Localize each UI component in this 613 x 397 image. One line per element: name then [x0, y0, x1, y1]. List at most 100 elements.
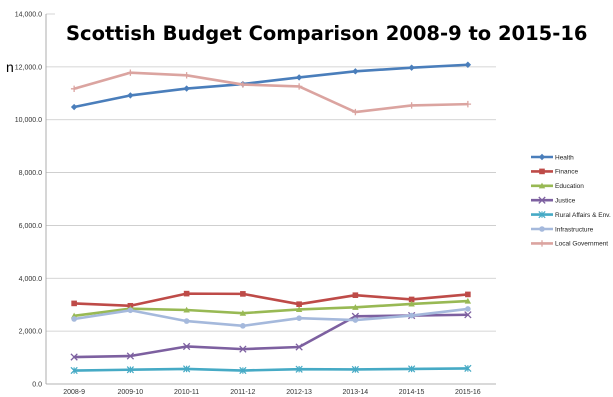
data-point	[183, 72, 190, 79]
data-point	[126, 352, 135, 360]
y-tick-label: 0.0	[32, 382, 42, 389]
legend-marker	[538, 182, 546, 189]
x-tick-label: 2009-10	[118, 389, 144, 396]
data-point	[408, 300, 415, 307]
legend-item-local-government: Local Government	[531, 240, 608, 248]
data-point	[351, 365, 359, 374]
edge-text: n	[6, 59, 14, 75]
legend-label: Education	[555, 183, 584, 190]
chart-title: Scottish Budget Comparison 2008-9 to 201…	[66, 22, 587, 45]
data-point	[464, 297, 472, 304]
data-point	[295, 83, 303, 90]
data-point	[70, 353, 78, 361]
legend-label: Local Government	[555, 241, 608, 248]
x-tick-label: 2014-15	[399, 389, 425, 396]
legend-item-health: Health	[531, 153, 574, 161]
data-point	[408, 64, 415, 71]
x-tick-label: 2008-9	[63, 389, 85, 396]
legend-item-justice: Justice	[531, 196, 576, 205]
legend-label: Infrastructure	[555, 226, 594, 233]
series-line-infrastructure	[73, 307, 469, 328]
series-line-finance	[74, 292, 468, 308]
data-point	[70, 103, 78, 111]
data-point	[183, 306, 190, 313]
series-infrastructure	[71, 306, 471, 329]
data-point	[408, 312, 415, 319]
series-line-local-government	[73, 71, 468, 114]
data-point	[239, 81, 247, 88]
x-tick-label: 2011-12	[230, 389, 255, 396]
data-point	[296, 301, 302, 307]
legend-item-infrastructure: Infrastructure	[531, 226, 594, 233]
series-local-government	[70, 69, 472, 116]
y-tick-label: 6,000.0	[19, 223, 42, 230]
legend-item-rural-affairs-env: Rural Affairs & Env.	[531, 210, 611, 219]
y-tick-label: 2,000.0	[19, 329, 42, 336]
series-justice	[70, 311, 472, 361]
data-point	[408, 296, 415, 303]
data-point	[464, 311, 472, 319]
x-tick-label: 2010-11	[174, 389, 199, 396]
data-point	[183, 290, 190, 297]
data-point	[71, 300, 77, 307]
legend-marker	[538, 196, 546, 204]
data-point	[296, 315, 302, 321]
data-point	[295, 74, 303, 81]
data-point	[126, 366, 134, 374]
y-tick-label: 10,000.0	[15, 117, 42, 124]
legend-marker	[538, 153, 546, 161]
data-point	[465, 306, 471, 312]
legend-label: Justice	[555, 198, 576, 205]
gridlines	[46, 13, 496, 385]
legend-item-finance: Finance	[531, 168, 579, 176]
legend-label: Rural Affairs & Env.	[555, 212, 611, 219]
title-background	[55, 12, 545, 52]
data-point	[295, 343, 303, 351]
data-point	[352, 68, 359, 75]
data-point	[183, 85, 190, 92]
data-point	[239, 366, 247, 375]
data-point	[240, 323, 246, 329]
data-point	[464, 61, 472, 68]
x-tick-label: 2012-13	[286, 389, 312, 396]
data-point	[464, 364, 472, 373]
data-point	[183, 318, 190, 324]
data-point	[408, 102, 415, 109]
data-point	[465, 291, 471, 298]
data-point	[352, 292, 359, 298]
legend-marker	[539, 168, 545, 175]
legend-marker	[538, 210, 546, 219]
x-tick-label: 2013-14	[343, 389, 369, 396]
data-point	[239, 309, 247, 316]
legend-marker	[539, 226, 545, 232]
data-point	[182, 342, 191, 351]
series-lines	[70, 61, 472, 375]
x-tick-label: 2015-16	[455, 389, 481, 396]
data-point	[295, 365, 303, 373]
y-axis: 0.0 2,000.0 4,000.0 6,000.0 8,000.0 10,000.0 1…	[15, 12, 47, 389]
data-point	[127, 92, 134, 99]
y-tick-label: 14,000.0	[15, 12, 42, 19]
legend-marker	[538, 240, 546, 247]
data-point	[240, 291, 246, 297]
data-point	[127, 69, 134, 76]
series-rural-affairs-env	[70, 364, 472, 375]
series-line-health	[73, 63, 468, 109]
data-point	[295, 306, 303, 313]
y-tick-label: 12,000.0	[15, 64, 42, 71]
data-point	[408, 365, 416, 373]
legend-label: Finance	[555, 169, 579, 176]
data-point	[464, 100, 472, 108]
legend: Health Finance Education Justice Rural Affai…	[531, 153, 611, 248]
series-line-rural-affairs-env	[74, 367, 468, 372]
data-point	[127, 307, 134, 314]
x-axis: 2008-9 2009-10 2010-11 2011-12 2012-13 2013-1…	[63, 389, 481, 396]
data-point	[183, 365, 191, 373]
data-point	[352, 317, 359, 323]
data-point	[70, 366, 78, 375]
series-line-education	[73, 299, 468, 318]
data-point	[71, 316, 77, 322]
legend-label: Health	[555, 154, 574, 161]
data-point	[70, 85, 78, 92]
